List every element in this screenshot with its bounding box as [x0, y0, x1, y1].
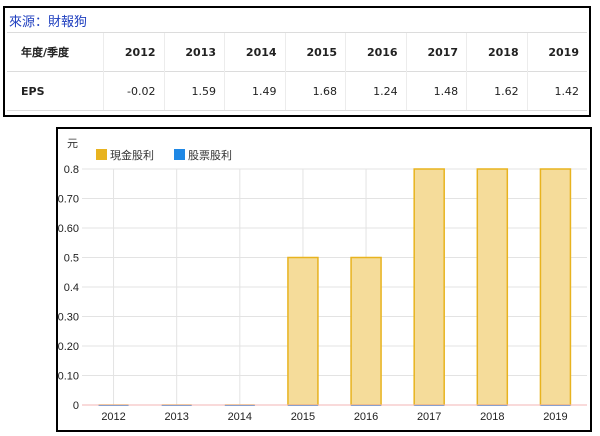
year-header-cell: 2012	[103, 32, 165, 72]
eps-value-cell: 1.48	[405, 71, 467, 111]
eps-value-cell: 1.49	[224, 71, 286, 111]
legend-label[interactable]: 現金股利	[110, 148, 154, 162]
cash-dividend-bar[interactable]	[350, 256, 382, 406]
y-tick-label: 0.30	[58, 312, 79, 324]
x-tick-label: 2012	[101, 411, 125, 423]
eps-header-row: 年度/季度 2012 2013 2014 2015 2016 2017 2018 2019	[7, 32, 587, 72]
y-tick-label: 0.60	[58, 223, 79, 235]
eps-table-panel: 來源：財報狗 年度/季度 2012 2013 2014 2015 2016 2017 201…	[3, 6, 591, 117]
year-header-cell: 2015	[284, 32, 346, 72]
x-tick-label: 2018	[480, 411, 504, 423]
y-tick-label: 0.70	[58, 194, 79, 206]
x-tick-label: 2016	[354, 411, 378, 423]
y-tick-label: 0.20	[58, 341, 79, 353]
year-header-cell: 2017	[405, 32, 467, 72]
grid-layer	[82, 168, 587, 406]
y-tick-label: 0.4	[64, 282, 79, 294]
eps-value-cell: 1.68	[284, 71, 346, 111]
year-header-cell: 2013	[163, 32, 225, 72]
x-tick-label: 2015	[291, 411, 315, 423]
axis-layer: 0 0.10 0.20 0.30 0.4 0.5 0.60 0.70 0.8 2012 2013 20…	[58, 137, 587, 423]
x-tick-label: 2014	[228, 411, 252, 423]
y-tick-label: 0.5	[64, 253, 79, 265]
eps-table: 年度/季度 2012 2013 2014 2015 2016 2017 2018 2019 E…	[7, 32, 587, 111]
cash-dividend-bar[interactable]	[287, 256, 319, 406]
eps-row-label: EPS	[7, 71, 104, 111]
eps-value-cell: 1.42	[526, 71, 587, 111]
y-tick-label: 0.8	[64, 164, 79, 176]
cash-dividend-bar[interactable]	[539, 168, 572, 406]
cash-dividend-bar[interactable]	[476, 168, 509, 406]
y-axis-unit-label: 元	[67, 137, 78, 150]
dividend-chart: 0 0.10 0.20 0.30 0.4 0.5 0.60 0.70 0.8 2012 2013 20…	[58, 137, 587, 423]
year-header-cell: 2019	[526, 32, 587, 72]
eps-value-row: EPS -0.02 1.59 1.49 1.68 1.24 1.48 1.62 1.42	[7, 71, 587, 111]
year-header-cell: 2018	[466, 32, 528, 72]
eps-value-cell: 1.24	[345, 71, 407, 111]
year-header-cell: 2016	[345, 32, 407, 72]
source-label[interactable]: 來源：財報狗	[9, 15, 88, 30]
eps-value-cell: 1.62	[466, 71, 528, 111]
y-tick-label: 0.10	[58, 371, 79, 383]
legend-swatch[interactable]	[96, 149, 107, 160]
legend-swatch[interactable]	[174, 149, 185, 160]
dividend-chart-panel: 0 0.10 0.20 0.30 0.4 0.5 0.60 0.70 0.8 2012 2013 20…	[56, 127, 592, 432]
eps-value-cell: 1.59	[163, 71, 225, 111]
legend: 現金股利 股票股利	[96, 148, 232, 162]
x-tick-label: 2017	[417, 411, 441, 423]
year-header-cell: 2014	[224, 32, 286, 72]
x-tick-label: 2013	[164, 411, 188, 423]
legend-label[interactable]: 股票股利	[188, 149, 232, 162]
eps-value-cell: -0.02	[103, 71, 165, 111]
cash-dividend-bar[interactable]	[413, 168, 445, 406]
x-tick-label: 2019	[543, 411, 567, 423]
y-tick-label: 0	[73, 400, 79, 412]
year-quarter-header: 年度/季度	[7, 32, 104, 72]
